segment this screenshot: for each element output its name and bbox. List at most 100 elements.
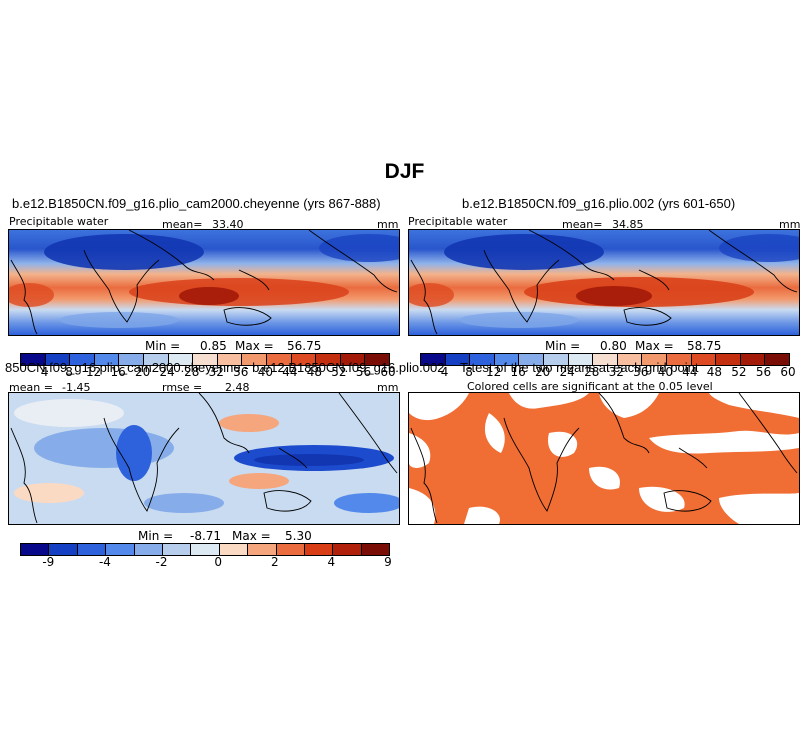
panel1-southern-dry bbox=[59, 312, 179, 328]
panel3-coastlines bbox=[10, 393, 398, 524]
panel2-colorbar-tick-label: 52 bbox=[731, 365, 747, 379]
panel1-warmpool bbox=[179, 287, 239, 305]
panel1-colorbar-tick-label: 52 bbox=[331, 365, 347, 379]
panel3-neg-southeast bbox=[334, 493, 399, 513]
panel3-mean-label: mean = bbox=[9, 381, 53, 394]
panel2-colorbar-tick-label: 4 bbox=[440, 365, 449, 379]
panel1-colorbar-tick-label: 28 bbox=[184, 365, 200, 379]
panel3-colorbar-bin bbox=[77, 544, 107, 555]
panel2-mean-label: mean= bbox=[562, 218, 603, 231]
panel1-units: mm bbox=[377, 218, 399, 231]
panel2-colorbar-tick-label: 40 bbox=[657, 365, 673, 379]
panel2-colorbar-bin bbox=[617, 354, 643, 365]
panel3-colorbar-tick-label: -2 bbox=[155, 555, 168, 569]
panel1-map bbox=[8, 229, 400, 336]
panel1-colorbar-bin bbox=[316, 354, 341, 365]
panel2-colorbar-tick-label: 8 bbox=[465, 365, 473, 379]
panel2-americas-dry bbox=[719, 234, 799, 262]
panel1-colorbar-tick-label: 60 bbox=[380, 365, 396, 379]
panel1-colorbar-bin bbox=[21, 354, 46, 365]
panel1-coastlines bbox=[10, 230, 398, 335]
panel2-max-label: Max = bbox=[635, 339, 674, 353]
panel4-coastlines bbox=[410, 393, 798, 524]
panel3-colorbar-tick-label: 0 bbox=[214, 555, 222, 569]
panel3-colorbar-tick-label: 4 bbox=[327, 555, 336, 569]
panel1-colorbar-tick-label: 24 bbox=[159, 365, 175, 379]
panel3-colorbar-bin bbox=[276, 544, 305, 555]
panel1-asia-dry bbox=[44, 234, 204, 270]
panel1-colorbar-tick-label: 40 bbox=[257, 365, 273, 379]
panel2-title: b.e12.B1850CN.f09_g16.plio.002 (yrs 601-… bbox=[462, 196, 736, 211]
panel3-colorbar-bin bbox=[248, 544, 277, 555]
panel3-neg-indian bbox=[116, 425, 152, 481]
panel3-neg-south bbox=[144, 493, 224, 513]
panel1-colorbar bbox=[20, 353, 390, 366]
panel1-colorbar-tick-label: 20 bbox=[135, 365, 151, 379]
panel2-colorbar-bin bbox=[593, 354, 618, 365]
panel4-title: T-test of the two means at each grid poi… bbox=[460, 360, 699, 375]
panel1-colorbar-tick-label: 44 bbox=[282, 365, 298, 379]
panel3-max-value: 5.30 bbox=[285, 529, 312, 543]
panel2-colorbar-tick-label: 32 bbox=[608, 365, 624, 379]
panel3-colorbar-bin bbox=[191, 544, 220, 555]
panel1-colorbar-bin bbox=[217, 354, 243, 365]
panel1-amazon bbox=[9, 283, 54, 307]
panel3-pos-south bbox=[229, 473, 289, 489]
panel2-amazon bbox=[409, 283, 454, 307]
panel2-southern-dry bbox=[459, 312, 579, 328]
panel1-max-value: 56.75 bbox=[287, 339, 322, 353]
panel3-colorbar-bin bbox=[361, 544, 390, 555]
panel2-colorbar-tick-label: 20 bbox=[535, 365, 551, 379]
panel1-colorbar-tick-label: 48 bbox=[306, 365, 323, 379]
panel3-colorbar-bin bbox=[162, 544, 192, 555]
panel3-colorbar-tick-label: -4 bbox=[98, 555, 111, 569]
panel3-colorbar-bin bbox=[21, 544, 50, 555]
panel2-asia-dry bbox=[444, 234, 604, 270]
panel1-mean-label: mean= bbox=[162, 218, 203, 231]
panel2-colorbar-tick-label: 44 bbox=[682, 365, 698, 379]
panel2-colorbar-bin bbox=[519, 354, 544, 365]
panel3-colorbar bbox=[20, 543, 390, 556]
panel1-colorbar-bin bbox=[291, 354, 317, 365]
panel2-map bbox=[408, 229, 800, 336]
panel2-variable: Precipitable water bbox=[408, 215, 508, 228]
panel1-mean-value: 33.40 bbox=[212, 218, 244, 231]
panel1-map-svg bbox=[9, 230, 399, 335]
panel3-colorbar-bin bbox=[333, 544, 362, 555]
panel2-colorbar-bin bbox=[716, 354, 741, 365]
panel3-max-label: Max = bbox=[232, 529, 271, 543]
panel1-colorbar-bin bbox=[365, 354, 389, 365]
panel3-map-svg bbox=[9, 393, 399, 524]
panel1-variable: Precipitable water bbox=[9, 215, 109, 228]
panel2-colorbar-bin bbox=[568, 354, 594, 365]
panel3-units: mm bbox=[377, 381, 399, 394]
panel2-map-svg bbox=[409, 230, 799, 335]
panel2-colorbar-bin bbox=[691, 354, 717, 365]
panel2-warmpool bbox=[576, 286, 652, 306]
panel1-colorbar-tick-label: 16 bbox=[110, 365, 126, 379]
panel2-colorbar-tick-label: 60 bbox=[780, 365, 796, 379]
panel3-neg-pacific-core bbox=[254, 454, 364, 466]
panel3-colorbar-bin bbox=[304, 544, 334, 555]
panel3-colorbar-bin bbox=[134, 544, 163, 555]
panel1-colorbar-bin bbox=[70, 354, 95, 365]
panel4-subtitle: Colored cells are significant at the 0.0… bbox=[467, 380, 713, 393]
panel3-min-value: -8.71 bbox=[190, 529, 222, 543]
panel1-americas-dry bbox=[319, 234, 399, 262]
panel1-max-label: Max = bbox=[235, 339, 274, 353]
panel1-colorbar-tick-label: 56 bbox=[355, 365, 372, 379]
panel1-colorbar-bin bbox=[340, 354, 366, 365]
panel1-colorbar-tick-label: 36 bbox=[233, 365, 249, 379]
panel1-colorbar-tick-label: 32 bbox=[208, 365, 224, 379]
panel1-min-label: Min = bbox=[145, 339, 181, 353]
panel1-title: b.e12.B1850CN.f09_g16.plio_cam2000.cheye… bbox=[12, 196, 381, 211]
panel1-colorbar-bin bbox=[193, 354, 218, 365]
panel2-colorbar-tick-label: 56 bbox=[755, 365, 772, 379]
panel1-colorbar-tick-label: 8 bbox=[65, 365, 73, 379]
panel3-neutral-north bbox=[14, 399, 124, 427]
panel3-rmse-value: 2.48 bbox=[225, 381, 250, 394]
panel3-rmse-label: rmse = bbox=[162, 381, 203, 394]
panel2-colorbar-bin bbox=[470, 354, 495, 365]
panel2-colorbar bbox=[420, 353, 790, 366]
panel3-title: 850CN.f09_g16.plio_cam2000.cheyenne - b.… bbox=[5, 360, 445, 375]
